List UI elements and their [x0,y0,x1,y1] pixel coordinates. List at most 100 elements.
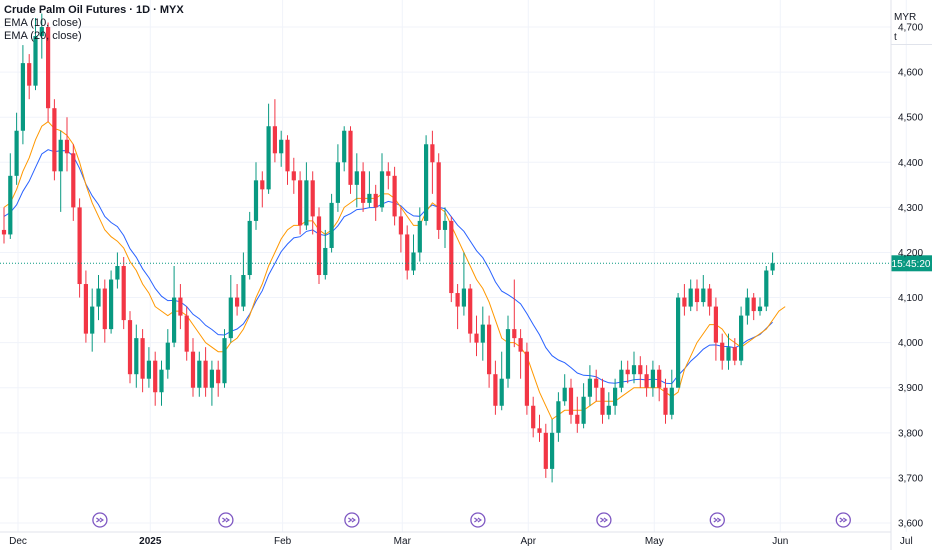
currency-unit[interactable]: MYR t [894,8,918,48]
candle-body [550,432,555,469]
time-axis[interactable]: Dec 2025 Feb Mar Apr May Jun Jul [0,531,913,547]
candle-body [329,202,334,248]
event-marker-arrows [600,517,608,523]
event-marker-arrows [222,517,230,523]
time-tick-label: Feb [274,536,292,547]
candle-body [279,139,284,154]
ema10-line [3,121,786,421]
event-marker-arrows [713,517,722,523]
event-marker-icon [470,512,486,528]
event-marker-icon [596,512,612,528]
candle-body [613,387,618,406]
candle-body [209,369,214,388]
candle-body [348,130,353,185]
candle-body [417,220,422,253]
candle-body [354,171,359,185]
candle-body [424,144,429,221]
candle-body [134,338,139,375]
candle-body [342,130,347,163]
candle-body [285,139,290,172]
candle-body [272,126,277,154]
event-markers[interactable] [92,512,932,528]
candle-body [568,387,574,415]
price-tick-label: 4,000 [898,338,923,349]
candle-body [90,306,95,334]
candle-body [537,428,542,433]
candle-body [518,338,523,352]
candle-body [411,252,416,271]
candle-body [197,360,202,388]
candle-body [625,369,630,375]
price-tick-label: 3,800 [898,428,923,439]
candle-body [436,162,441,230]
ema10-legend[interactable]: EMA (10, close) [4,17,82,29]
candle-body [316,216,322,276]
candle-body [480,324,485,343]
candle-body [241,275,246,307]
candle-body [39,27,44,37]
candle-body [720,342,725,361]
candle-body [556,401,561,433]
last-price-time-label: 15:45:20 [892,259,931,270]
candle-body [247,220,252,276]
price-tick-label: 4,600 [898,68,923,79]
candle-body [14,130,19,176]
candle-body [694,288,700,303]
candle-body [757,306,763,312]
candle-body [638,365,643,375]
symbol-title[interactable]: Crude Palm Oil Futures · 1D · MYX [4,4,184,16]
candle-body [770,263,775,271]
candle-body [493,374,498,406]
ema20-legend[interactable]: EMA (20, close) [4,30,82,42]
candle-body [461,288,466,307]
candle-body [499,378,504,406]
candle-body [600,387,605,415]
candle-body [153,360,158,393]
unit-label: t [894,32,897,43]
ema10-path [3,121,786,421]
candle-body [745,297,750,316]
time-tick-label: Jul [900,536,913,547]
grid-lines [0,0,907,532]
candle-body [430,144,435,163]
candle-body [52,108,57,172]
candle-body [379,171,385,208]
event-marker-icon [344,512,360,528]
candle-body [531,405,536,429]
candle-body [575,414,580,424]
candle-body [398,216,403,235]
candle-body [190,351,196,388]
candle-body [159,369,164,393]
candle-body [474,333,479,343]
candle-body [543,432,548,469]
currency-box[interactable] [891,0,932,45]
time-tick-label: 2025 [139,536,162,547]
time-tick-label: Jun [772,536,788,547]
candle-body [260,180,265,190]
price-tick-label: 4,400 [898,158,923,169]
candle-body [140,338,145,379]
candle-body [650,369,655,388]
candle-body [487,324,492,375]
time-tick-label: May [645,536,664,547]
time-tick-label: Dec [9,536,27,547]
candle-body [184,315,189,352]
candle-body [58,139,63,172]
candle-body [701,288,706,303]
candle-body [587,378,592,397]
price-axis[interactable]: 3,600 3,700 3,800 3,900 4,000 4,100 4,200 4,300… [890,0,923,550]
candle-body [468,288,473,334]
candle-body [606,405,611,415]
price-tick-label: 4,300 [898,203,923,214]
candle-body [707,288,712,307]
event-marker-icon [709,512,725,528]
candle-body [764,270,769,307]
candle-body [524,351,529,406]
candle-body [77,207,82,285]
candle-body [505,329,511,379]
candle-body [367,193,372,203]
currency-code: MYR [894,12,917,23]
candle-body [115,266,120,280]
candle-body [64,139,70,154]
